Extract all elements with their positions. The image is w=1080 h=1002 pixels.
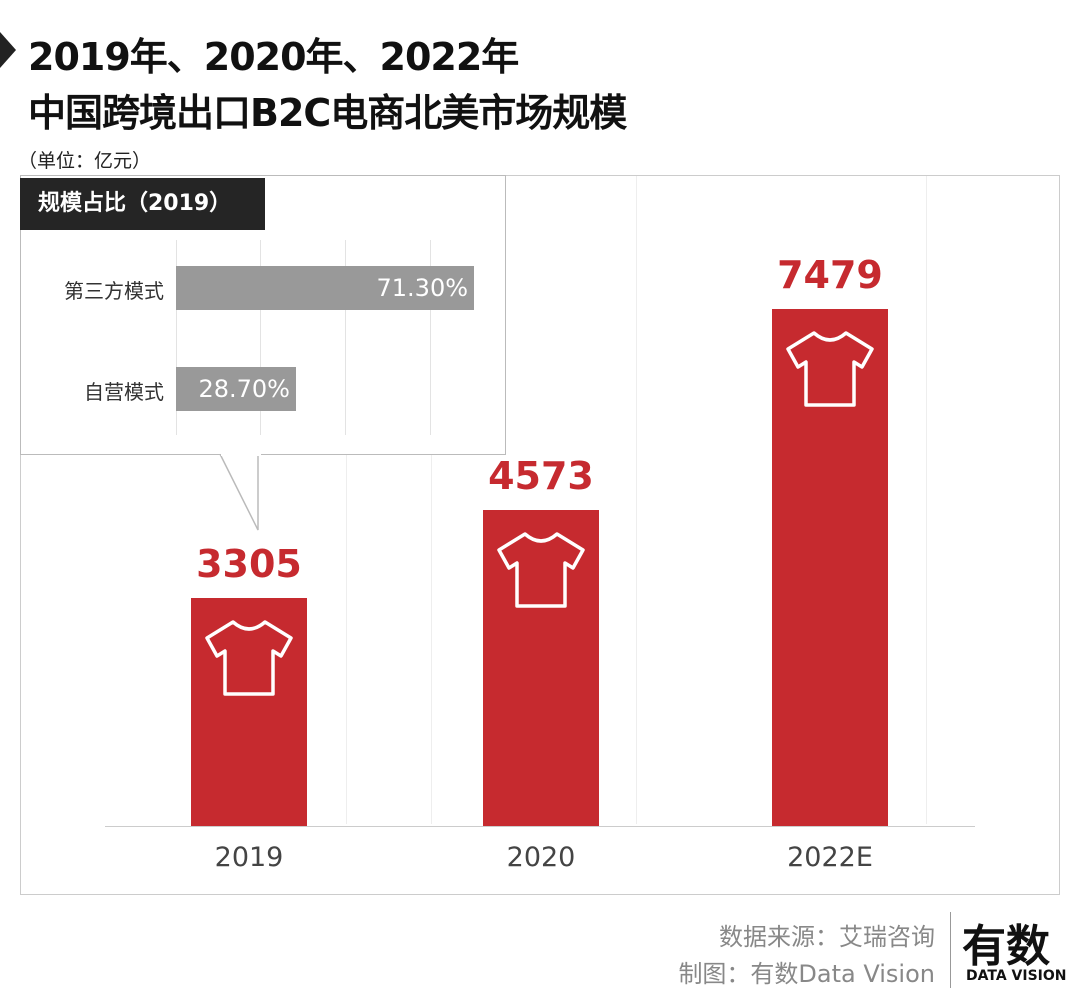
tshirt-icon: [495, 530, 587, 614]
tshirt-icon: [784, 329, 876, 413]
chart-title-line1: 2019年、2020年、2022年: [28, 35, 519, 79]
inset-bar: 28.70%: [176, 367, 296, 411]
tshirt-icon: [203, 618, 295, 702]
bar-2020: [483, 509, 599, 826]
footer-divider: [950, 912, 951, 988]
unit-label: （单位：亿元）: [18, 150, 152, 172]
chart-title-line2: 中国跨境出口B2C电商北美市场规模: [28, 91, 627, 135]
data-label: 4573: [488, 453, 594, 498]
bar-2022E: [772, 309, 888, 826]
inset-bar: 71.30%: [176, 266, 475, 310]
inset-category-label: 第三方模式: [64, 279, 164, 303]
bar-2019: [191, 597, 307, 826]
title-marker: [0, 32, 16, 68]
x-tick-label: 2019: [214, 842, 284, 873]
source-text: 数据来源：艾瑞咨询: [719, 923, 935, 951]
data-label: 3305: [196, 541, 302, 586]
x-tick-label: 2022E: [787, 842, 873, 873]
chart-frame: [20, 175, 1060, 895]
logo-subtitle: DATA VISION: [966, 968, 1067, 984]
inset-title: 规模占比（2019）: [20, 178, 265, 230]
callout-pointer: [219, 453, 259, 531]
logo: 有数: [962, 921, 1050, 972]
inset-category-label: 自营模式: [84, 380, 164, 404]
x-tick-label: 2020: [506, 842, 576, 873]
x-axis-line: [105, 826, 975, 827]
credit-text: 制图：有数Data Vision: [678, 960, 935, 988]
data-label: 7479: [777, 253, 883, 297]
